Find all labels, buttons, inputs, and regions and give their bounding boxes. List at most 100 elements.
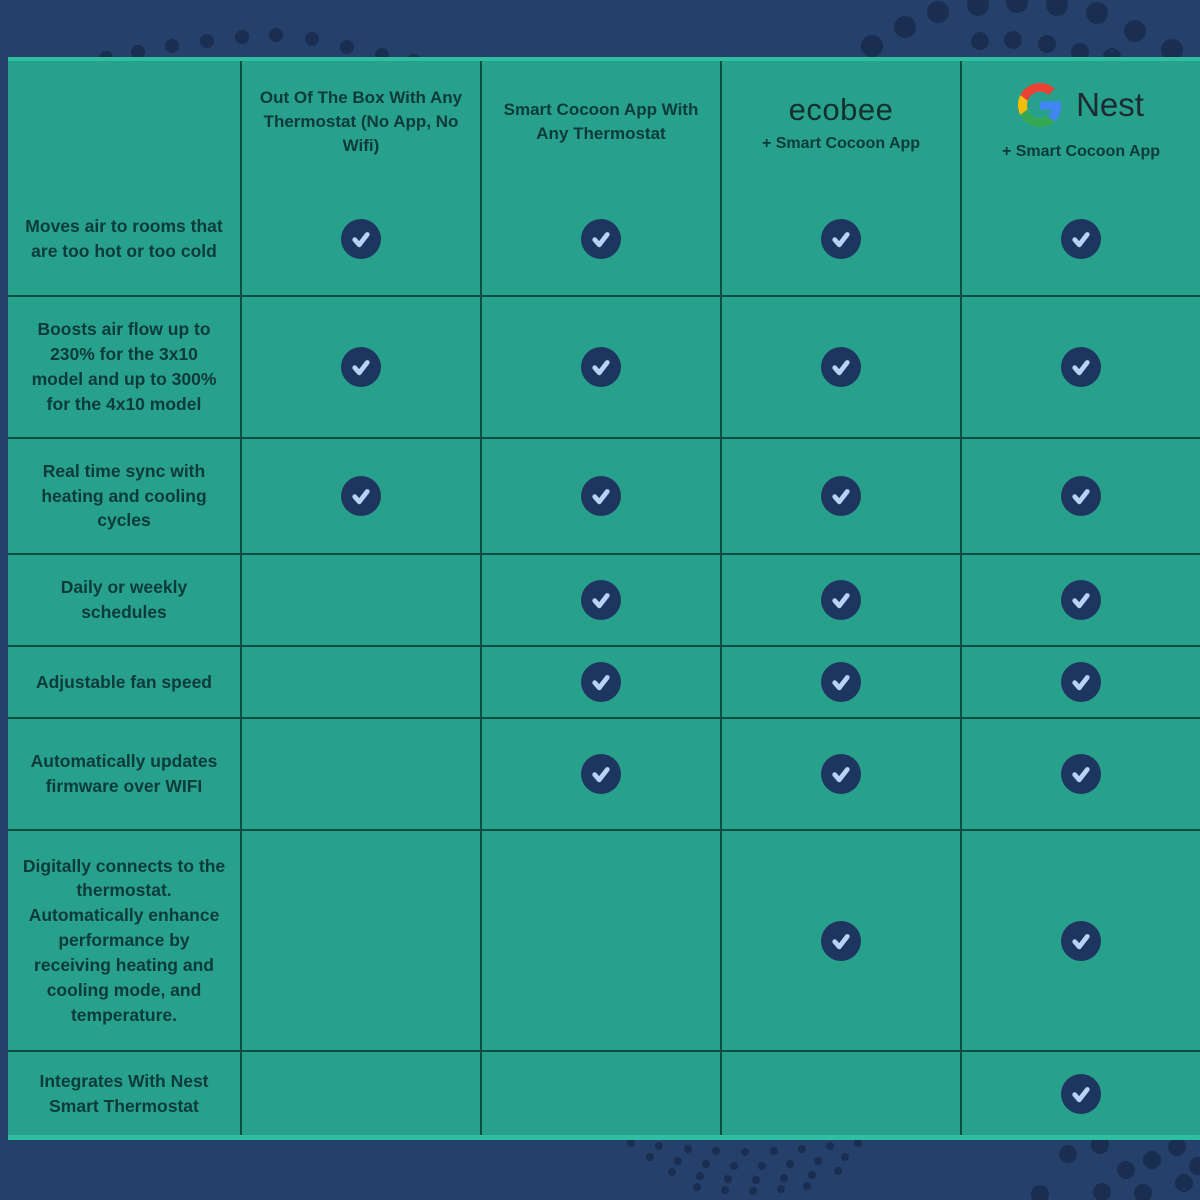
decor-dot	[786, 1160, 794, 1168]
decor-dot	[702, 1160, 710, 1168]
decor-dot	[235, 30, 249, 44]
empty-cell	[480, 831, 720, 1050]
decor-dot	[305, 32, 319, 46]
check-icon	[821, 754, 861, 794]
empty-cell	[240, 831, 480, 1050]
decor-dot	[1143, 1151, 1161, 1169]
decor-dot	[1071, 43, 1089, 57]
decor-dot	[814, 1157, 822, 1165]
check-icon	[1061, 662, 1101, 702]
check-icon	[821, 219, 861, 259]
decor-dot	[730, 1162, 738, 1170]
decor-dot	[627, 1140, 635, 1147]
feature-cell: Daily or weekly schedules	[8, 555, 240, 645]
decor-dot	[684, 1145, 692, 1153]
decor-dot	[408, 54, 420, 57]
check-icon	[581, 347, 621, 387]
column-header-out-of-box-label: Out Of The Box With Any Thermostat (No A…	[259, 88, 463, 155]
decor-dot	[1124, 20, 1146, 42]
decor-dot	[834, 1167, 842, 1175]
decorative-dots-top	[99, 0, 1183, 57]
decor-dot	[854, 1140, 862, 1147]
nest-logo-line: Nest	[1018, 83, 1144, 127]
decor-dot	[1103, 48, 1121, 57]
decor-dot	[1046, 0, 1068, 16]
decor-dot	[803, 1182, 811, 1190]
table-row: Real time sync with heating and cooling …	[8, 437, 1200, 553]
decor-dot	[1117, 1161, 1135, 1179]
check-cell	[720, 719, 960, 829]
table-row: Adjustable fan speed	[8, 645, 1200, 717]
decor-dot	[269, 28, 283, 42]
decor-dot	[1093, 1183, 1111, 1200]
check-icon	[1061, 580, 1101, 620]
table-row: Automatically updates firmware over WIFI	[8, 717, 1200, 829]
decor-dot	[1134, 1184, 1152, 1200]
check-icon	[1061, 219, 1101, 259]
check-icon	[1061, 754, 1101, 794]
check-cell	[720, 183, 960, 295]
decor-dot	[674, 1157, 682, 1165]
nest-logo-text: Nest	[1076, 86, 1144, 123]
check-cell	[720, 555, 960, 645]
header-empty-cell	[8, 61, 240, 183]
decor-dot	[780, 1174, 788, 1182]
check-icon	[581, 580, 621, 620]
feature-cell: Digitally connects to the thermostat. Au…	[8, 831, 240, 1050]
decor-dot	[967, 0, 989, 16]
decor-dot	[927, 1, 949, 23]
feature-label: Moves air to rooms that are too hot or t…	[25, 216, 223, 261]
decor-dot	[1004, 31, 1022, 49]
table-row: Moves air to rooms that are too hot or t…	[8, 183, 1200, 295]
decor-dot	[1161, 39, 1183, 57]
check-icon	[341, 476, 381, 516]
ecobee-logo: ecobee	[788, 91, 894, 127]
feature-label: Integrates With Nest Smart Thermostat	[39, 1070, 209, 1116]
decor-dot	[655, 1142, 663, 1150]
check-cell	[960, 297, 1200, 437]
check-cell	[720, 831, 960, 1050]
column-header-smart-cocoon-app: Smart Cocoon App With Any Thermostat	[480, 61, 720, 183]
empty-cell	[480, 1052, 720, 1135]
column-header-out-of-box: Out Of The Box With Any Thermostat (No A…	[240, 61, 480, 183]
decor-dot	[340, 40, 354, 54]
decor-dot	[861, 35, 883, 57]
check-icon	[341, 219, 381, 259]
check-cell	[720, 297, 960, 437]
comparison-table: Out Of The Box With Any Thermostat (No A…	[8, 57, 1200, 1140]
check-icon	[1061, 347, 1101, 387]
check-icon	[1061, 476, 1101, 516]
decor-dot	[841, 1153, 849, 1161]
check-icon	[581, 662, 621, 702]
decor-dot	[721, 1186, 729, 1194]
decor-dot	[200, 34, 214, 48]
decor-dot	[1006, 0, 1028, 13]
decor-dot	[777, 1185, 785, 1193]
check-cell	[480, 555, 720, 645]
decor-dot	[894, 16, 916, 38]
decor-dot	[1175, 1174, 1193, 1192]
column-header-smart-cocoon-app-label: Smart Cocoon App With Any Thermostat	[503, 100, 699, 143]
nest-subtitle: + Smart Cocoon App	[1001, 143, 1161, 160]
decor-dot	[1189, 1157, 1200, 1175]
decor-dot	[741, 1148, 749, 1156]
check-icon	[821, 920, 861, 961]
decor-dot	[1038, 35, 1056, 53]
check-cell	[960, 1052, 1200, 1135]
feature-cell: Boosts air flow up to 230% for the 3x10 …	[8, 297, 240, 437]
check-icon	[821, 476, 861, 516]
check-icon	[821, 662, 861, 702]
decor-dot	[375, 48, 389, 57]
table-header-row: Out Of The Box With Any Thermostat (No A…	[8, 61, 1200, 183]
decor-dot	[770, 1147, 778, 1155]
decor-dot	[749, 1187, 757, 1195]
decor-dot	[1091, 1140, 1109, 1154]
decor-dot	[99, 51, 113, 57]
feature-label: Daily or weekly schedules	[60, 577, 188, 622]
decor-dot	[971, 32, 989, 50]
check-icon	[341, 347, 381, 387]
check-icon	[1061, 1073, 1101, 1114]
feature-label: Automatically updates firmware over WIFI	[30, 751, 218, 796]
empty-cell	[240, 647, 480, 717]
table-row: Integrates With Nest Smart Thermostat	[8, 1050, 1200, 1135]
